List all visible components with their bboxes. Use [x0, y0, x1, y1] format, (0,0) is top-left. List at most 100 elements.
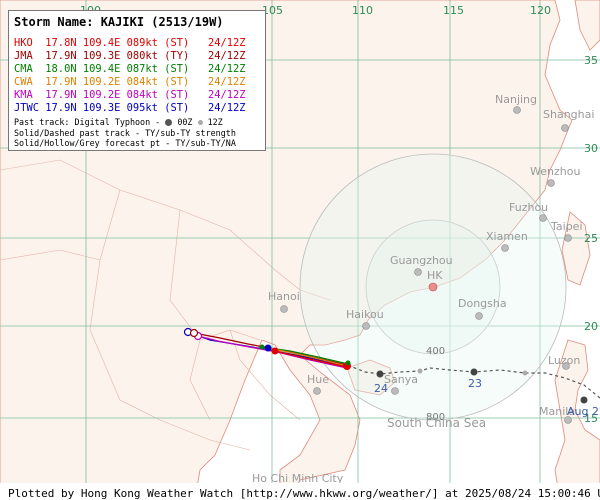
track-date-labels: 24 23 Aug 22 — [374, 377, 600, 418]
forecast-track-hko — [274, 350, 348, 368]
lat-label: 35 — [584, 54, 598, 67]
city-marker — [501, 244, 509, 252]
agency-row: CMA 18.0N 109.4E 087kt (ST) 24/12Z — [14, 63, 260, 76]
range-label-400: 400 — [426, 346, 445, 357]
city-marker — [539, 214, 547, 222]
dot-00z-icon — [165, 119, 173, 126]
city-marker — [513, 106, 521, 114]
legend-past-track: Past track: Digital Typhoon - 00Z 12Z — [14, 117, 260, 128]
lat-label: 25 — [584, 232, 598, 245]
city-marker — [391, 387, 399, 395]
agency-lon: 109.2E — [82, 76, 121, 88]
label-12z: 12Z — [207, 117, 223, 127]
agency-name: JTWC — [14, 102, 40, 114]
forecast-points — [183, 327, 351, 370]
city-label: Shanghai — [543, 108, 594, 121]
lat-label: 30 — [584, 142, 598, 155]
agency-row: CWA 17.9N 109.2E 084kt (ST) 24/12Z — [14, 76, 260, 89]
agency-lon: 109.2E — [82, 89, 121, 101]
forecast-point — [259, 344, 265, 350]
city-label: Ho Chi Minh City — [252, 472, 344, 485]
agency-row: JTWC 17.9N 109.3E 095kt (ST) 24/12Z — [14, 102, 260, 115]
range-label-800: 800 — [426, 412, 445, 423]
lon-label: 115 — [443, 4, 464, 17]
lat-label: 15 — [584, 412, 598, 425]
agency-time: 24/12Z — [208, 50, 246, 62]
agency-lat: 17.9N — [45, 50, 77, 62]
date-label: Aug 22 — [567, 405, 600, 418]
footer-credit: Plotted by Hong Kong Weather Watch [http… — [0, 483, 600, 500]
grid-labels: 100 105 110 115 120 35 30 25 20 15 — [80, 4, 598, 425]
sea-label: South China Sea — [387, 416, 486, 430]
city-marker — [561, 124, 569, 132]
city-label: Guangzhou — [390, 254, 453, 267]
city-marker — [280, 305, 288, 313]
agency-lat: 18.0N — [45, 63, 77, 75]
agency-wind: 080kt — [126, 50, 158, 62]
agency-name: KMA — [14, 89, 33, 101]
lon-label: 120 — [530, 4, 551, 17]
agency-lat: 17.9N — [45, 76, 77, 88]
legend-line2: Solid/Dashed past track - TY/sub-TY stre… — [14, 127, 236, 138]
city-label: Dongsha — [458, 297, 507, 310]
track-point-00z — [376, 370, 384, 378]
agency-row: KMA 17.9N 109.2E 084kt (ST) 24/12Z — [14, 89, 260, 102]
agency-status: (ST) — [164, 102, 190, 114]
city-label: Haikou — [346, 308, 384, 321]
agency-lon: 109.3E — [82, 102, 121, 114]
city-marker — [564, 234, 572, 242]
agency-wind: 084kt — [126, 76, 158, 88]
forecast-point — [271, 347, 279, 355]
hk-marker — [428, 282, 438, 292]
legend-line3: Solid/Hollow/Grey forecast pt - TY/sub-T… — [14, 138, 236, 149]
agency-time: 24/12Z — [208, 63, 246, 75]
agency-rows: HKO 17.8N 109.4E 089kt (ST) 24/12Z JMA 1… — [14, 37, 260, 115]
city-marker — [362, 322, 370, 330]
city-marker — [414, 268, 422, 276]
lon-label: 110 — [352, 4, 373, 17]
label-00z: 00Z — [177, 117, 193, 127]
agency-wind: 089kt — [126, 37, 158, 49]
agency-time: 24/12Z — [208, 76, 246, 88]
storm-legend: Storm Name: KAJIKI (2513/19W) HKO 17.8N … — [8, 10, 266, 151]
agency-status: (TY) — [164, 50, 190, 62]
agency-lon: 109.4E — [82, 63, 121, 75]
agency-lat: 17.8N — [45, 37, 77, 49]
agency-wind: 084kt — [126, 89, 158, 101]
agency-name: JMA — [14, 50, 33, 62]
agency-name: CMA — [14, 63, 33, 75]
city-label: HK — [427, 269, 443, 282]
lat-label: 20 — [584, 320, 598, 333]
city-label: Taipei — [550, 220, 583, 233]
city-marker — [547, 179, 555, 187]
city-label: Hanoi — [268, 290, 300, 303]
past-track-label: Past track: Digital Typhoon - — [14, 117, 161, 127]
city-label: Manila — [539, 405, 575, 418]
agency-name: CWA — [14, 76, 33, 88]
agency-row: HKO 17.8N 109.4E 089kt (ST) 24/12Z — [14, 37, 260, 50]
city-label: Hue — [307, 373, 329, 386]
dot-12z-icon — [197, 120, 203, 125]
track-point-12z — [417, 368, 423, 374]
track-point-00z — [580, 396, 588, 404]
agency-name: HKO — [14, 37, 33, 49]
city-label: Wenzhou — [530, 165, 580, 178]
city-label: Sanya — [384, 373, 418, 386]
city-label: Fuzhou — [509, 201, 548, 214]
city-label: Nanjing — [495, 93, 537, 106]
storm-title: Storm Name: KAJIKI (2513/19W) — [14, 15, 224, 29]
city-marker — [313, 387, 321, 395]
borders — [0, 159, 331, 451]
city-label: Luzon — [548, 354, 580, 367]
cities: Nanjing Shanghai Wenzhou Fuzhou Taipei X… — [252, 93, 594, 485]
date-label: 23 — [468, 377, 482, 390]
city-label: Xiamen — [486, 230, 528, 243]
agency-lon: 109.3E — [82, 50, 121, 62]
agency-status: (ST) — [164, 37, 190, 49]
agency-time: 24/12Z — [208, 102, 246, 114]
date-label: 24 — [374, 382, 388, 395]
agency-time: 24/12Z — [208, 37, 246, 49]
agency-lat: 17.9N — [45, 89, 77, 101]
agency-status: (ST) — [164, 76, 190, 88]
